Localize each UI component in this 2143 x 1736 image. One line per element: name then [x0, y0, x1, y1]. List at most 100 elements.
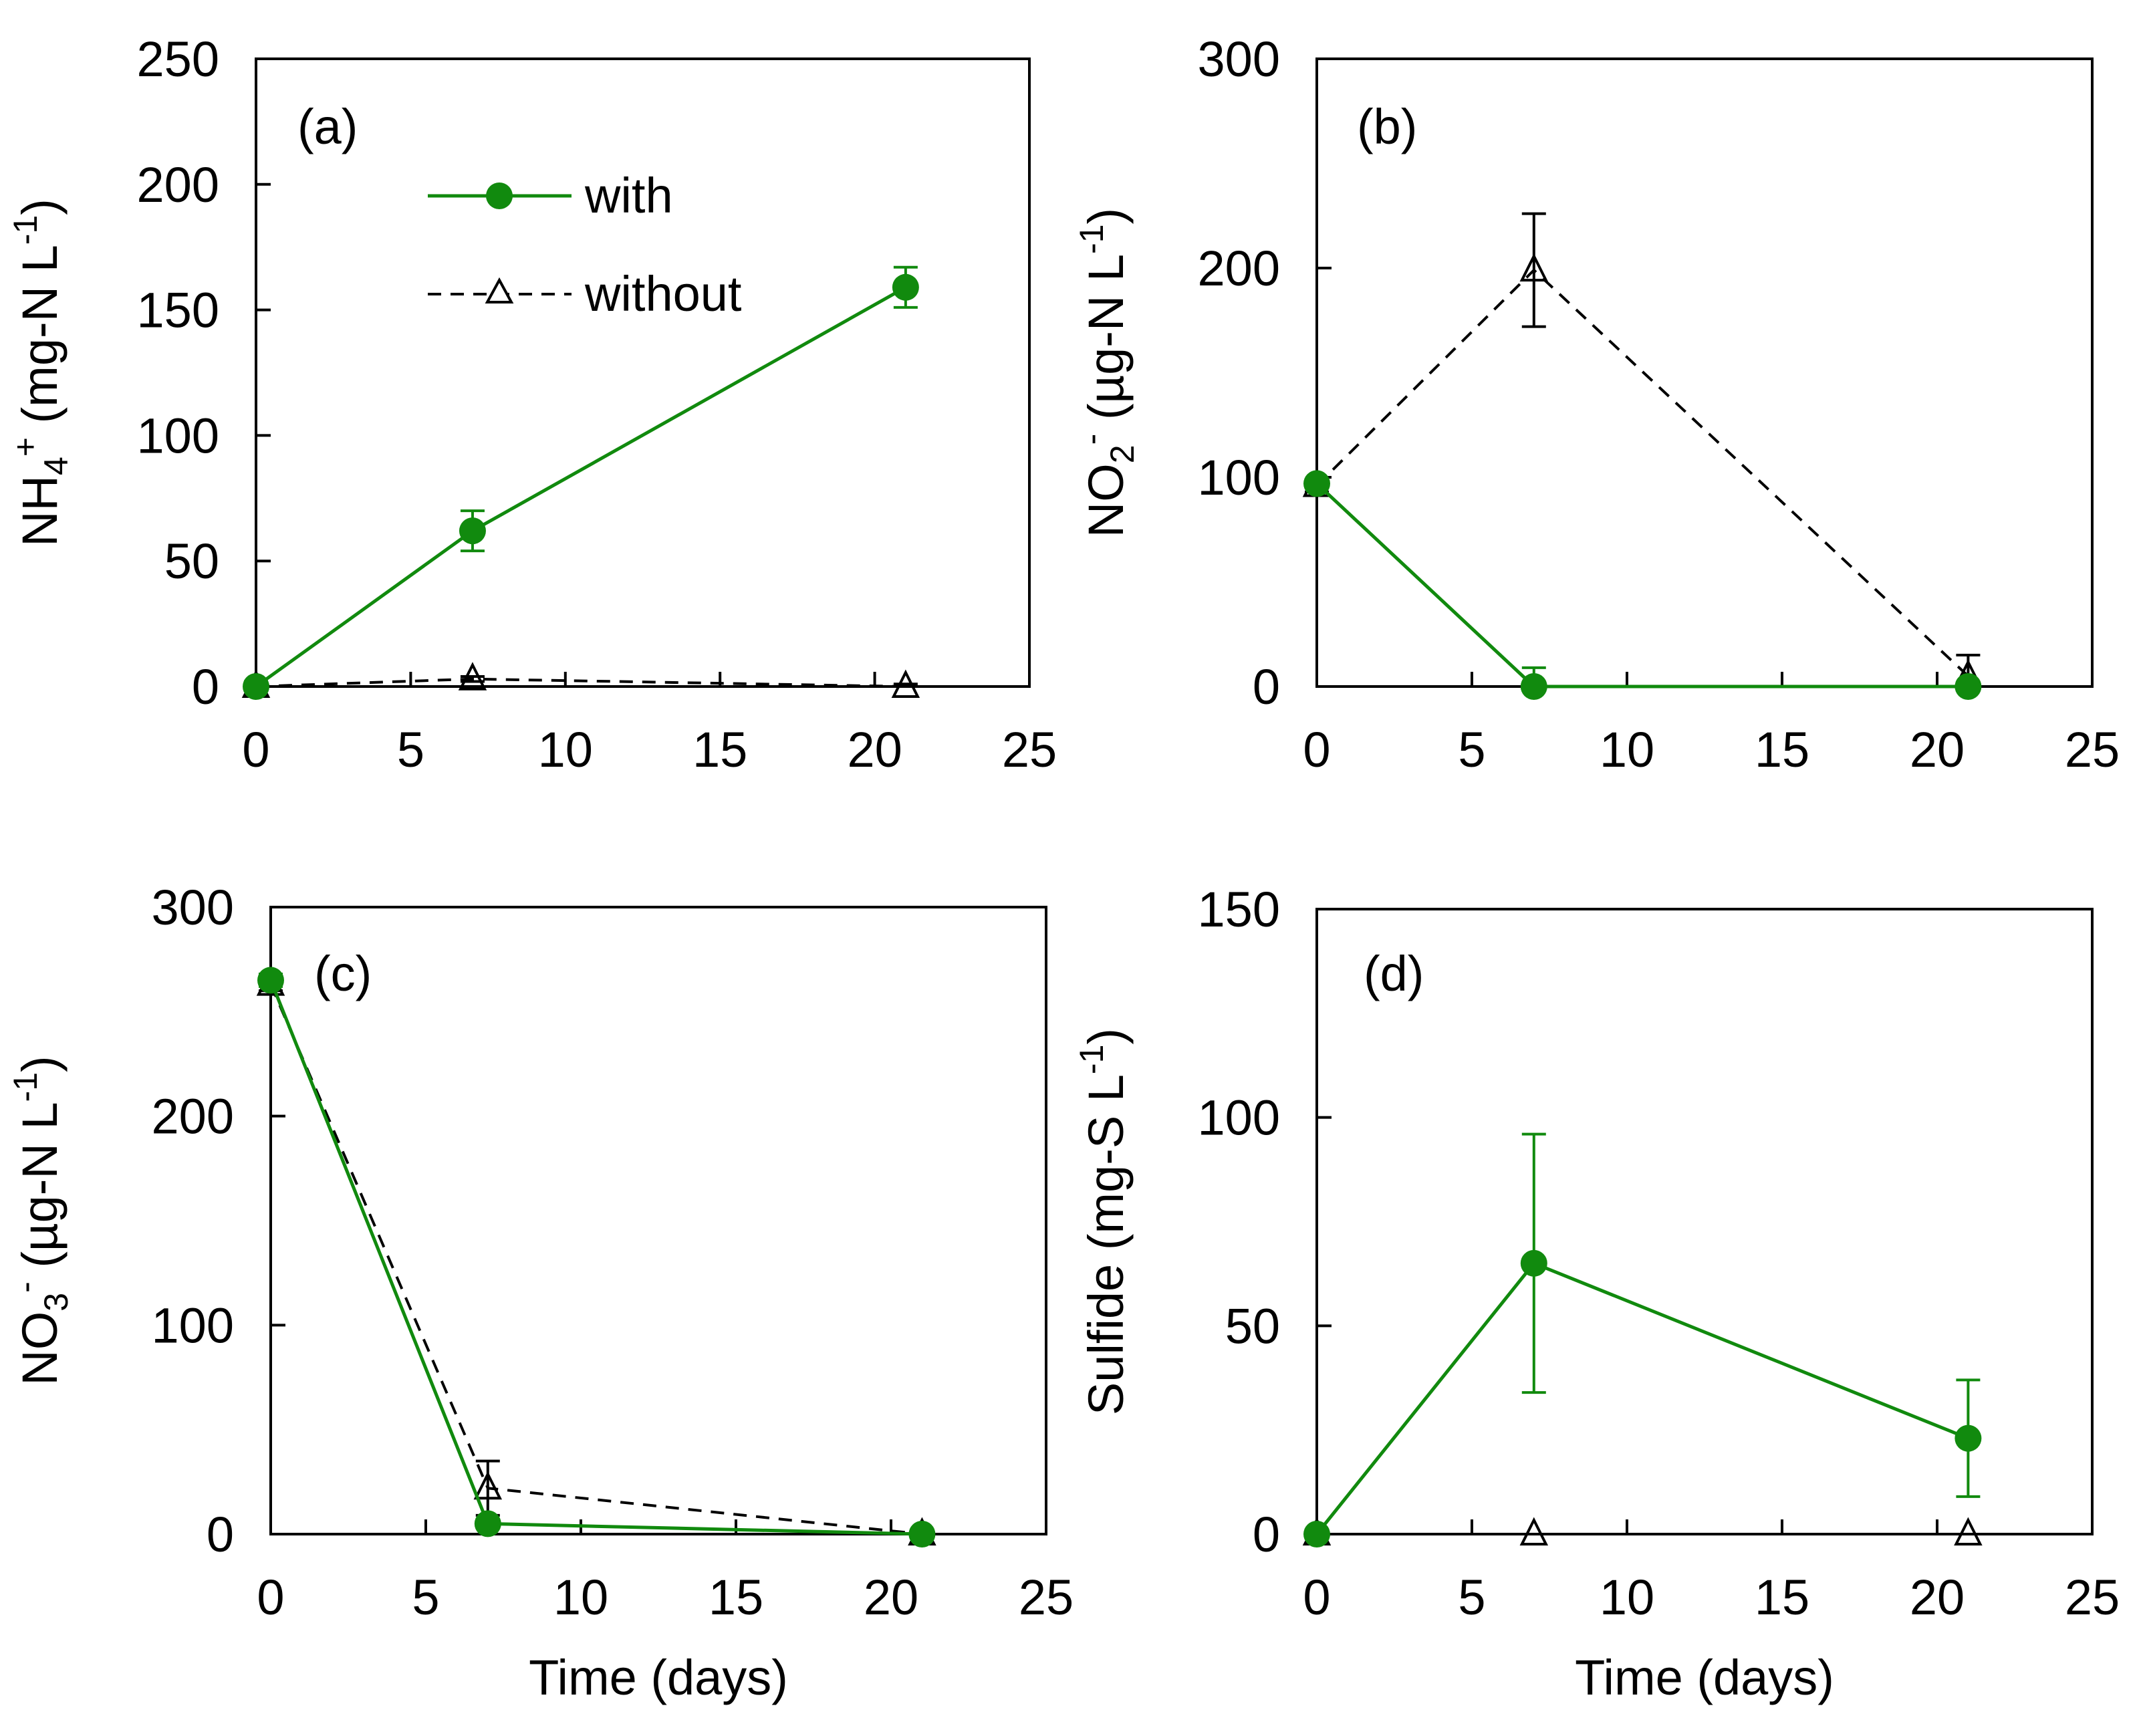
panel-label: (c)	[314, 946, 372, 1001]
data-point-with	[1520, 673, 1547, 700]
y-axis-title-part: (µg-N L	[1078, 254, 1134, 434]
x-tick-label: 25	[2065, 1570, 2120, 1625]
x-tick-label: 10	[1600, 1570, 1654, 1625]
x-tick-label: 10	[1600, 722, 1654, 777]
x-tick-label: 20	[864, 1570, 918, 1625]
legend-with-marker	[486, 182, 513, 209]
y-tick-label: 50	[164, 533, 219, 589]
y-axis-title-part: )	[12, 1056, 68, 1072]
y-axis-title-part: 4	[37, 457, 75, 475]
panel-b: 0 5 10 15 20 25 0 100 200 300 (b) NO2- (µg-N L-1)	[1073, 31, 2120, 777]
legend-without-marker	[485, 277, 514, 303]
x-tick-label: 0	[257, 1570, 284, 1625]
data-point-without	[1519, 253, 1549, 282]
y-axis-title-part: +	[7, 437, 44, 457]
x-tick-label: 20	[1910, 1570, 1965, 1625]
y-axis-title-part: -1	[7, 215, 44, 245]
y-tick-label: 200	[137, 157, 219, 213]
x-tick-label: 15	[692, 722, 747, 777]
y-axis-title-part: )	[1078, 1028, 1134, 1045]
x-tick-label: 0	[242, 722, 269, 777]
data-point-with	[243, 673, 269, 700]
x-tick-label: 5	[1458, 1570, 1485, 1625]
data-point-with	[908, 1521, 936, 1547]
y-tick-label: 200	[152, 1089, 234, 1144]
data-point-with	[1303, 470, 1330, 497]
legend: with without	[428, 168, 742, 322]
y-tick-label: 300	[152, 880, 234, 935]
x-tick-label: 0	[1303, 722, 1330, 777]
data-point-without	[458, 662, 487, 691]
y-tick-label: 150	[137, 283, 219, 338]
data-point-without	[473, 1471, 503, 1500]
y-axis-title-part: -	[7, 1281, 44, 1293]
y-tick-label: 0	[1253, 1507, 1280, 1562]
x-tick-label: 0	[1303, 1570, 1330, 1625]
plot-frame	[255, 57, 1031, 688]
panel-label: (b)	[1357, 99, 1417, 154]
x-tick-label: 5	[412, 1570, 439, 1625]
y-tick-label: 250	[137, 31, 219, 87]
y-tick-label: 50	[1225, 1298, 1280, 1354]
x-tick-label: 10	[553, 1570, 608, 1625]
y-tick-label: 0	[207, 1507, 234, 1562]
y-axis-title-part: -1	[1073, 224, 1110, 253]
panel-label: (a)	[297, 99, 358, 154]
y-tick-label: 150	[1198, 882, 1280, 937]
y-axis-title: NO2- (µg-N L-1)	[1073, 208, 1141, 537]
y-tick-label: 100	[137, 408, 219, 463]
y-tick-label: 200	[1198, 241, 1280, 296]
y-axis-title-part: -1	[1073, 1045, 1110, 1074]
data-point-without	[1519, 1517, 1549, 1545]
data-point-with	[1955, 1424, 1982, 1452]
y-axis-title-part: (mg-N L	[12, 245, 68, 437]
x-tick-label: 5	[397, 722, 424, 777]
data-point-with	[892, 273, 919, 301]
x-tick-label: 15	[1755, 1570, 1809, 1625]
x-tick-label: 5	[1458, 722, 1485, 777]
data-point-without	[891, 669, 920, 698]
y-axis-title-part: NO	[12, 1312, 68, 1386]
y-tick-label: 300	[1198, 31, 1280, 87]
y-axis-title-part: )	[12, 199, 68, 215]
x-tick-label: 10	[538, 722, 593, 777]
legend-with-label: with	[584, 168, 673, 223]
data-point-with	[459, 517, 486, 545]
x-axis-title: Time (days)	[529, 1650, 788, 1705]
data-point-with	[1303, 1521, 1330, 1547]
panel-label: (d)	[1364, 946, 1424, 1001]
y-axis-title-part: NO	[1078, 463, 1134, 537]
x-tick-label: 20	[1910, 722, 1965, 777]
panel-d: 0 5 10 15 20 25 0 50 100 150 (d) Sulfide (mg-S L-1)…	[1073, 882, 2120, 1705]
x-tick-label: 20	[847, 722, 902, 777]
x-tick-label: 15	[709, 1570, 763, 1625]
x-axis-title: Time (days)	[1575, 1650, 1834, 1705]
x-tick-label: 25	[1002, 722, 1057, 777]
y-axis-title-part: )	[1078, 208, 1134, 225]
x-tick-label: 25	[2065, 722, 2120, 777]
panel-c: 0 5 10 15 20 25 0 100 200 300 (c) NO3- (µg-N L-1) Ti…	[7, 880, 1074, 1705]
plot-frame	[269, 906, 1047, 1535]
data-point-with	[257, 967, 284, 994]
y-axis-title-part: Sulfide (mg-S L	[1078, 1074, 1134, 1415]
y-tick-label: 100	[152, 1297, 234, 1353]
y-axis-title-part: 3	[37, 1293, 75, 1312]
y-axis-title-part: -1	[7, 1072, 44, 1102]
y-tick-label: 0	[1253, 659, 1280, 715]
y-axis-title: NH4+ (mg-N L-1)	[7, 199, 75, 547]
y-tick-label: 100	[1198, 1090, 1280, 1146]
y-axis-title-part: -	[1073, 434, 1110, 445]
y-axis-title: Sulfide (mg-S L-1)	[1073, 1028, 1134, 1415]
y-axis-title-part: NH	[12, 475, 68, 547]
y-axis-title-part: 2	[1104, 445, 1141, 463]
data-point-with	[1520, 1249, 1547, 1277]
y-axis-title: NO3- (µg-N L-1)	[7, 1056, 75, 1385]
legend-without-label: without	[584, 266, 742, 322]
y-axis-title-part: (µg-N L	[12, 1102, 68, 1281]
data-point-with	[1955, 673, 1982, 700]
y-tick-label: 0	[192, 659, 219, 715]
data-point-without	[1954, 1517, 1983, 1545]
